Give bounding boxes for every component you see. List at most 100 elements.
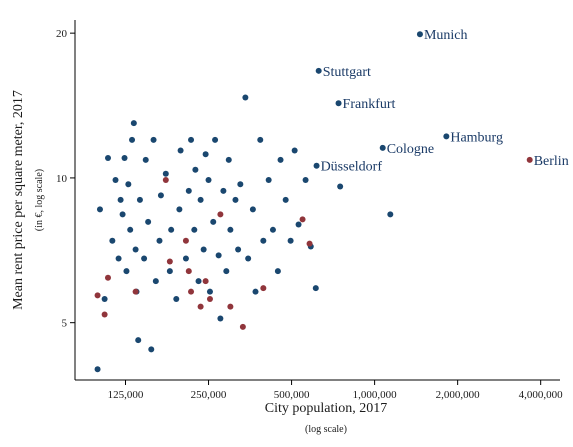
point — [166, 268, 173, 275]
point — [168, 226, 175, 233]
point — [242, 94, 249, 101]
point — [142, 156, 149, 163]
point — [185, 268, 192, 275]
point — [195, 278, 202, 285]
point — [177, 147, 184, 154]
point — [257, 136, 264, 143]
point — [416, 31, 423, 38]
point — [129, 136, 136, 143]
point — [156, 237, 163, 244]
point — [191, 226, 198, 233]
point — [387, 211, 394, 218]
point — [145, 218, 152, 225]
point — [188, 288, 195, 295]
point — [141, 255, 148, 262]
point — [176, 206, 183, 213]
point — [223, 268, 230, 275]
point-label: Cologne — [387, 142, 434, 157]
point — [274, 268, 281, 275]
point — [132, 246, 139, 253]
point — [337, 183, 344, 190]
point — [188, 136, 195, 143]
point — [295, 221, 302, 228]
point — [237, 181, 244, 188]
point — [182, 237, 189, 244]
point — [239, 323, 246, 330]
point — [269, 226, 276, 233]
point — [173, 296, 180, 303]
point — [136, 196, 143, 203]
point — [306, 240, 313, 247]
point — [104, 155, 111, 162]
x-axis-title: City population, 2017 — [265, 401, 388, 416]
point — [101, 296, 108, 303]
point — [379, 144, 386, 151]
point — [277, 156, 284, 163]
point — [302, 177, 309, 184]
point — [157, 192, 164, 199]
point — [101, 311, 108, 318]
x-axis-subtitle: (log scale) — [305, 424, 347, 435]
point — [232, 196, 239, 203]
x-tick-label: 500,000 — [274, 389, 310, 401]
point — [282, 196, 289, 203]
point — [249, 206, 256, 213]
point-label: Frankfurt — [343, 97, 396, 112]
y-tick-label: 5 — [62, 318, 68, 330]
point — [220, 187, 227, 194]
point — [152, 278, 159, 285]
point-label: Munich — [424, 28, 468, 43]
point — [335, 100, 342, 107]
point — [197, 303, 204, 310]
point — [94, 292, 101, 299]
point — [104, 274, 111, 281]
point — [117, 196, 124, 203]
point — [265, 177, 272, 184]
point — [227, 303, 234, 310]
point — [315, 67, 322, 74]
y-axis-subtitle: (in €, log scale) — [34, 169, 45, 231]
point — [245, 255, 252, 262]
point — [312, 285, 319, 292]
point-label: Düsseldorf — [321, 160, 383, 175]
point — [125, 181, 132, 188]
point — [206, 296, 213, 303]
point-label: Berlin — [534, 154, 569, 169]
point — [205, 177, 212, 184]
point — [227, 226, 234, 233]
point — [192, 166, 199, 173]
point — [109, 237, 116, 244]
point — [112, 177, 119, 184]
point — [210, 218, 217, 225]
point — [225, 156, 232, 163]
point — [162, 177, 169, 184]
point — [135, 337, 142, 344]
point-label: Stuttgart — [323, 65, 371, 80]
point — [130, 120, 137, 127]
point — [132, 288, 139, 295]
point — [299, 216, 306, 223]
point — [166, 258, 173, 265]
point — [443, 133, 450, 140]
point — [182, 255, 189, 262]
point — [162, 170, 169, 177]
point — [206, 288, 213, 295]
y-tick-label: 10 — [56, 173, 68, 185]
point — [526, 156, 533, 163]
point — [252, 288, 259, 295]
point — [94, 366, 101, 373]
point — [202, 151, 209, 158]
x-tick-label: 250,000 — [191, 389, 227, 401]
point — [217, 211, 224, 218]
x-tick-label: 1,000,000 — [353, 389, 398, 401]
x-tick-label: 4,000,000 — [519, 389, 564, 401]
point — [96, 206, 103, 213]
point — [215, 252, 222, 259]
point — [121, 155, 128, 162]
point — [123, 268, 130, 275]
point — [119, 211, 126, 218]
point — [185, 187, 192, 194]
point-label: Hamburg — [450, 130, 503, 145]
